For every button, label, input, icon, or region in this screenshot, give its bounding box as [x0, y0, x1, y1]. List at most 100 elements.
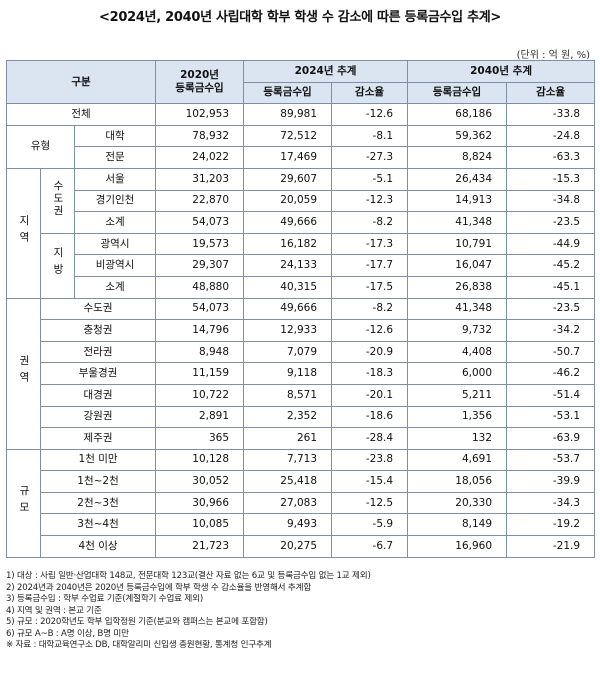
cell-2040-decline: -34.8	[506, 189, 596, 213]
cell-2040-revenue: 18,056	[407, 470, 508, 493]
table-row: 소계 48,880 40,315 -17.5 26,838 -45.1	[7, 275, 596, 299]
cell-2024-decline: -6.7	[331, 535, 409, 558]
cell-2040-revenue: 41,348	[407, 211, 508, 234]
cell-2040-decline: -51.4	[506, 383, 596, 407]
cell-2040-decline: -19.2	[506, 513, 596, 537]
table-row: 소계 54,073 49,666 -8.2 41,348 -23.5	[7, 211, 596, 234]
header-2024-decline: 감소율	[331, 81, 409, 105]
cell-2020-revenue: 14,796	[155, 319, 245, 342]
table-row: 규모 1천 미만 10,128 7,713 -23.8 4,691 -53.7	[6, 448, 596, 558]
subgroup-label-provincial: 지방	[40, 232, 75, 299]
cell-2024-revenue: 9,118	[243, 362, 333, 385]
cell-2020-revenue: 11,159	[155, 362, 245, 385]
cell-2040-revenue: 16,047	[407, 254, 508, 277]
cell-2020-revenue: 8,948	[155, 340, 245, 364]
row-label: 전라권	[39, 340, 157, 364]
cell-2040-revenue: 41,348	[407, 297, 508, 321]
cell-2024-revenue: 8,571	[243, 383, 333, 407]
cell-2040-revenue: 1,356	[407, 405, 508, 429]
cell-2040-revenue: 16,960	[407, 535, 508, 558]
cell-2020-revenue: 2,891	[155, 405, 245, 429]
cell-2040-revenue: 10,791	[407, 232, 508, 256]
cell-2024-decline: -8.2	[331, 211, 409, 234]
row-label: 대경권	[39, 383, 157, 407]
table-row: 유형 대학 78,932 72,512 -8.1 59,362 -24.8	[6, 124, 596, 169]
cell-2020-revenue: 54,073	[155, 297, 245, 321]
group-label-scale-text: 규모	[18, 484, 30, 518]
cell-2024-revenue: 72,512	[243, 124, 333, 148]
cell-2040-revenue: 8,824	[407, 146, 508, 169]
cell-2040-decline: -63.3	[506, 146, 596, 169]
header-2040-revenue: 등록금수입	[407, 81, 508, 105]
cell-2020-revenue: 19,573	[155, 232, 245, 256]
cell-2040-decline: -15.3	[506, 167, 596, 191]
cell-2020-revenue: 30,966	[155, 491, 245, 515]
revenue-table: 구분 2020년 등록금수입 2024년 추계 2040년 추계 등록금수입 감…	[5, 59, 596, 558]
cell-2024-decline: -8.1	[331, 124, 409, 148]
row-label: 소계	[73, 211, 157, 234]
cell-2040-revenue: 8,149	[407, 513, 508, 537]
group-label-zone-text: 권역	[18, 355, 30, 389]
footnote: 4) 지역 및 권역 : 본교 기준	[6, 605, 102, 616]
cell-2024-revenue: 7,713	[243, 448, 333, 472]
footnote: 3) 등록금수입 : 학부 수업료 기준(계절학기 수업료 제외)	[6, 594, 203, 604]
cell-2024-revenue: 261	[243, 427, 333, 450]
cell-2040-revenue: 68,186	[407, 103, 508, 126]
cell-2020-revenue: 30,052	[155, 470, 245, 493]
cell-2020-revenue: 22,870	[155, 189, 245, 213]
cell-2040-decline: -45.2	[506, 254, 596, 277]
cell-2040-revenue: 59,362	[407, 124, 508, 148]
cell-2040-decline: -50.7	[506, 340, 596, 364]
cell-2024-decline: -17.5	[331, 275, 409, 299]
cell-2020-revenue: 10,085	[155, 513, 245, 537]
cell-2020-revenue: 24,022	[155, 146, 245, 169]
cell-2040-decline: -45.1	[506, 275, 596, 299]
cell-2040-revenue: 4,408	[407, 340, 508, 364]
footnote: 5) 규모 : 2020학년도 학부 입학정원 기준(분교와 캠퍼스는 본교에 …	[6, 617, 268, 627]
cell-2024-revenue: 2,352	[243, 405, 333, 429]
cell-2040-decline: -34.2	[506, 319, 596, 342]
row-label: 대학	[73, 124, 157, 148]
cell-2020-revenue: 10,128	[155, 448, 245, 472]
row-label: 전문	[73, 146, 157, 169]
cell-2024-decline: -15.4	[331, 470, 409, 493]
table-row: 3천~4천 10,085 9,493 -5.9 8,149 -19.2	[7, 513, 596, 537]
cell-2020-revenue: 48,880	[155, 275, 245, 299]
cell-2040-revenue: 132	[407, 427, 508, 450]
cell-2040-decline: -34.3	[506, 491, 596, 515]
row-label: 1천~2천	[39, 470, 157, 493]
cell-2040-revenue: 6,000	[407, 362, 508, 385]
cell-2020-revenue: 54,073	[155, 211, 245, 234]
cell-2024-decline: -28.4	[331, 427, 409, 450]
table-row: 전체 102,953 89,981 -12.6 68,186 -33.8	[5, 103, 596, 126]
subgroup-label-capital-text: 수도권	[52, 180, 64, 218]
cell-2040-revenue: 5,211	[407, 383, 508, 407]
cell-2040-decline: -21.9	[506, 535, 596, 558]
header-2020-sub: 등록금수입	[175, 82, 224, 95]
cell-2024-revenue: 25,418	[243, 470, 333, 493]
cell-2024-revenue: 20,059	[243, 189, 333, 213]
table-row: 지방 광역시 19,573 16,182 -17.3 10,791 -44.9	[7, 232, 596, 299]
cell-2040-decline: -39.9	[506, 470, 596, 493]
cell-2024-revenue: 24,133	[243, 254, 333, 277]
cell-2040-decline: -46.2	[506, 362, 596, 385]
cell-2024-decline: -27.3	[331, 146, 409, 169]
cell-2020-revenue: 10,722	[155, 383, 245, 407]
table-row: 대경권 10,722 8,571 -20.1 5,211 -51.4	[7, 383, 596, 407]
table-row: 전문 24,022 17,469 -27.3 8,824 -63.3	[7, 146, 596, 169]
header-2024-estimate: 2024년 추계	[243, 60, 409, 83]
group-label-region-text: 지역	[18, 214, 30, 248]
cell-2040-decline: -53.7	[506, 448, 596, 472]
row-label: 수도권	[39, 297, 157, 321]
cell-2040-decline: -23.5	[506, 297, 596, 321]
row-label-total: 전체	[5, 103, 157, 126]
cell-2024-revenue: 9,493	[243, 513, 333, 537]
cell-2040-decline: -53.1	[506, 405, 596, 429]
cell-2040-decline: -24.8	[506, 124, 596, 148]
cell-2040-revenue: 20,330	[407, 491, 508, 515]
cell-2024-revenue: 20,275	[243, 535, 333, 558]
row-label: 충청권	[39, 319, 157, 342]
table-row: 제주권 365 261 -28.4 132 -63.9	[7, 427, 596, 450]
row-label: 강원권	[39, 405, 157, 429]
cell-2024-revenue: 29,607	[243, 167, 333, 191]
